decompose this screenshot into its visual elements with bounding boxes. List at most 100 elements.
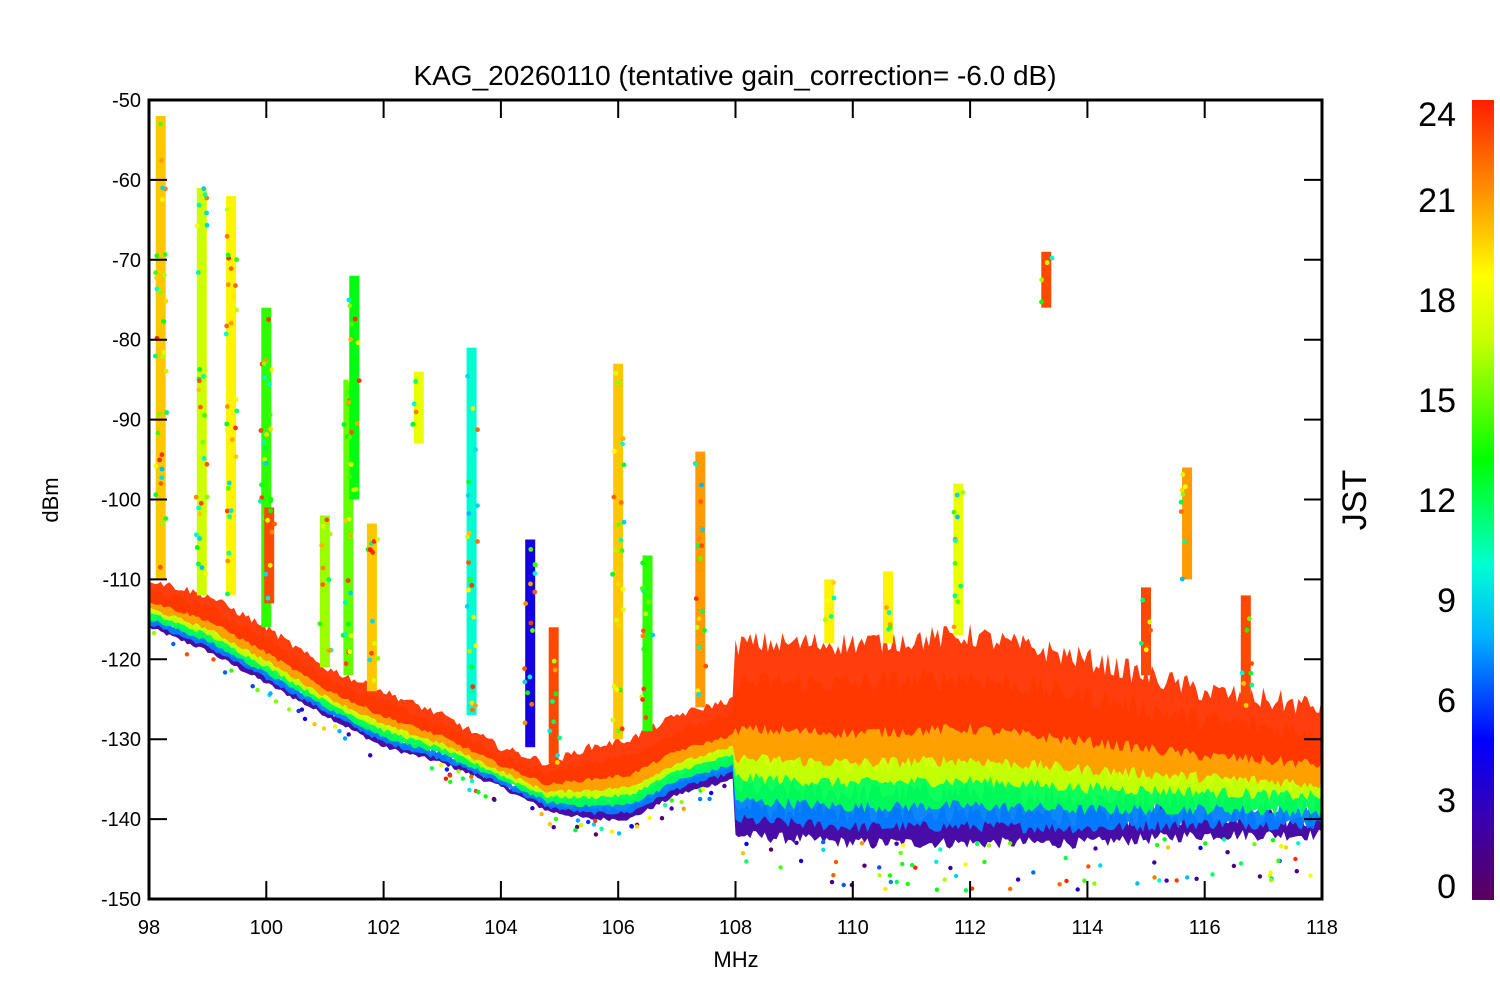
signal-point (522, 666, 527, 672)
signal-point (694, 624, 700, 630)
floor-point (700, 786, 706, 792)
signal-point (620, 436, 626, 441)
signal-point (326, 648, 332, 653)
signal-point (258, 498, 263, 504)
signal-column (343, 379, 354, 676)
signal-point (958, 583, 964, 589)
signal-point (266, 317, 271, 322)
signal-point (1249, 661, 1254, 666)
signal-point (695, 543, 701, 549)
floor-point (255, 687, 260, 693)
signal-point (619, 726, 625, 732)
signal-point (347, 435, 352, 440)
signal-point (196, 202, 202, 208)
signal-point (530, 628, 535, 633)
signal-column (824, 579, 835, 644)
signal-point (225, 252, 231, 258)
floor-point (1015, 877, 1021, 882)
signal-point (620, 607, 626, 612)
signal-point (159, 466, 165, 472)
signal-point (200, 439, 206, 445)
signal-point (469, 664, 475, 670)
floor-point (1155, 842, 1160, 848)
signal-point (641, 686, 647, 692)
floor-point (975, 841, 980, 847)
floor-point (1194, 876, 1199, 881)
floor-point (894, 841, 899, 846)
signal-point (224, 508, 230, 514)
floor-point (1308, 873, 1313, 878)
signal-column (613, 363, 624, 740)
signal-point (372, 641, 377, 646)
signal-point (619, 548, 625, 554)
signal-point (467, 577, 473, 583)
floor-point (1086, 864, 1091, 869)
signal-point (551, 658, 557, 664)
signal-point (259, 482, 264, 488)
floor-point (553, 816, 559, 822)
floor-point (829, 879, 835, 885)
signal-point (467, 616, 472, 622)
signal-point (160, 353, 166, 359)
signal-point (413, 409, 419, 415)
signal-column (261, 307, 272, 628)
signal-point (703, 663, 709, 669)
signal-point (265, 595, 271, 601)
signal-column (366, 523, 377, 692)
signal-point (465, 534, 470, 540)
signal-point (469, 582, 475, 588)
signal-point (227, 514, 232, 519)
signal-point (522, 679, 528, 685)
signal-point (326, 577, 332, 583)
signal-point (696, 644, 702, 650)
signal-point (952, 593, 958, 599)
signal-point (640, 560, 646, 566)
signal-point (532, 571, 538, 576)
signal-column (1240, 595, 1251, 708)
floor-point (609, 829, 615, 834)
signal-point (693, 461, 699, 467)
signal-point (225, 282, 231, 288)
signal-point (345, 578, 351, 583)
signal-point (154, 286, 160, 292)
floor-point (1093, 846, 1098, 851)
signal-point (955, 514, 960, 520)
floor-point (709, 790, 714, 796)
signal-point (470, 688, 476, 694)
signal-point (195, 270, 201, 275)
floor-point (1063, 855, 1068, 861)
signal-point (348, 462, 354, 467)
floor-point (744, 841, 749, 847)
floor-point (342, 736, 348, 741)
colorbar-tick-label: 6 (1437, 682, 1456, 720)
floor-point (821, 847, 826, 852)
signal-point (466, 479, 471, 485)
signal-column (155, 116, 166, 580)
signal-point (696, 692, 702, 697)
floor-point (681, 806, 686, 811)
signal-point (160, 185, 166, 191)
signal-point (641, 628, 646, 634)
colorbar-tick-label: 0 (1437, 868, 1456, 906)
signal-point (528, 547, 534, 552)
signal-point (158, 290, 164, 295)
signal-point (267, 381, 273, 387)
signal-point (268, 426, 274, 432)
signal-point (161, 349, 167, 355)
x-tick-label: 100 (250, 917, 283, 939)
floor-point (429, 766, 435, 771)
signal-point (473, 643, 478, 649)
signal-point (233, 454, 239, 460)
signal-point (263, 445, 269, 451)
floor-point (1008, 886, 1013, 892)
signal-point (153, 492, 159, 498)
signal-point (156, 411, 162, 417)
floor-point (469, 778, 475, 784)
signal-point (828, 614, 834, 619)
floor-point (1098, 863, 1103, 868)
signal-point (343, 518, 349, 524)
signal-point (341, 422, 347, 427)
floor-point (539, 811, 544, 817)
signal-point (1144, 643, 1150, 649)
floor-point (321, 726, 327, 731)
